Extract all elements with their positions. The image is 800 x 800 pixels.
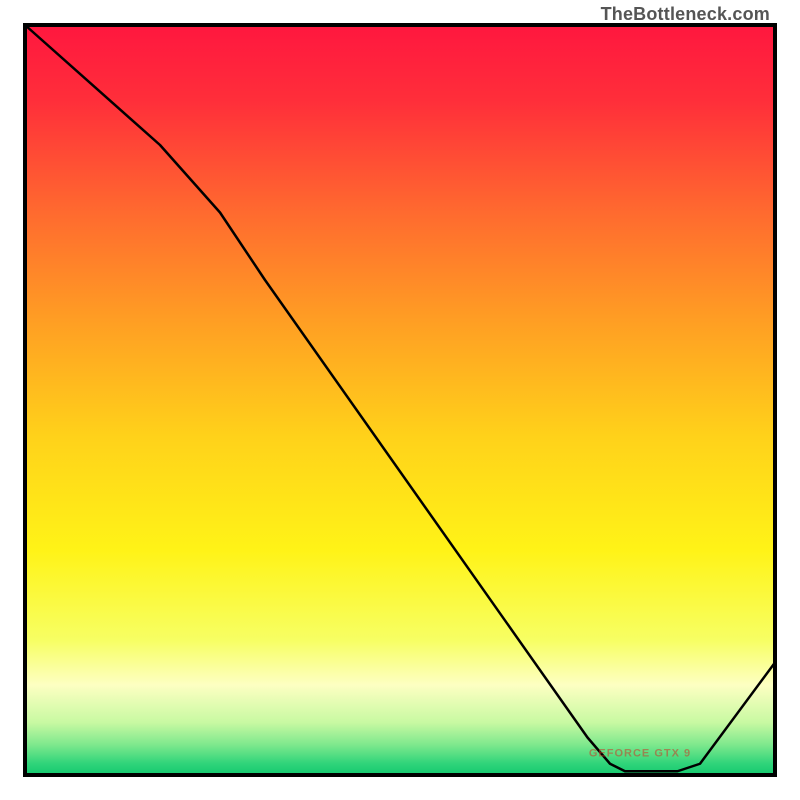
faint-x-label: GEFORCE GTX 9 <box>589 747 691 759</box>
gradient-background <box>25 25 775 775</box>
chart-container: TheBottleneck.com GEFORCE GTX 9 <box>0 0 800 800</box>
chart-svg: GEFORCE GTX 9 <box>0 0 800 800</box>
watermark-text: TheBottleneck.com <box>601 4 770 25</box>
